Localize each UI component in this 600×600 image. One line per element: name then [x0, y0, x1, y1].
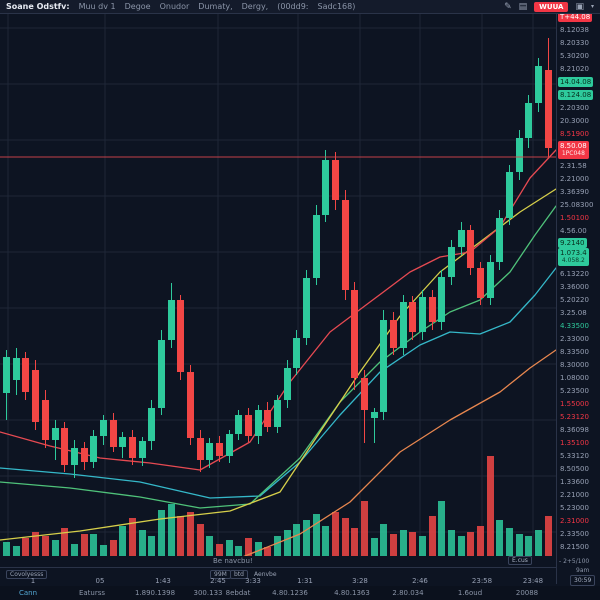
current-price-badge: 1.073.4 4.058.2: [558, 248, 589, 266]
toolbar-item[interactable]: (00dd9:: [277, 2, 309, 11]
chart-canvas[interactable]: [0, 0, 556, 556]
price-label: 8.21500: [560, 543, 589, 551]
status-item: 4.80.1363: [334, 589, 370, 597]
price-axis[interactable]: T+44.08 8.12038 8.20330 5.30200 8.21020 14.04…: [556, 12, 600, 584]
price-label: 5.23120: [560, 413, 589, 421]
price-label: 1.55000: [560, 400, 589, 408]
price-label: 4.56.00: [560, 227, 587, 235]
price-label: 2.31.58: [560, 162, 587, 170]
price-label: 2.31000: [560, 517, 589, 525]
status-item: 1.890.1398: [134, 589, 176, 597]
ampm-label: 9am: [576, 567, 590, 574]
price-label: 1.08000: [560, 374, 589, 382]
status-link[interactable]: Cann: [18, 589, 38, 597]
price-label: 5.30200: [560, 52, 589, 60]
hint-row: Be navcbu! E.cus: [0, 556, 556, 567]
time-tick: 23:58: [471, 577, 493, 585]
price-label: 8.30000: [560, 361, 589, 369]
time-tick: 1:31: [297, 577, 313, 585]
price-label: 2.21000: [560, 175, 589, 183]
price-label: 4.33500: [560, 322, 589, 330]
price-label: 1.35100: [560, 439, 589, 447]
price-label: 8.20330: [560, 39, 589, 47]
toolbar-item[interactable]: Sadc168): [317, 2, 356, 11]
hint-label: Be navcbu!: [213, 557, 253, 565]
toolbar-item[interactable]: Onudor: [159, 2, 190, 11]
ecus-button[interactable]: E.cus: [508, 556, 532, 565]
price-label: 20.3000: [560, 117, 589, 125]
candlestick-series: [3, 38, 552, 478]
status-item: 20088: [515, 589, 539, 597]
status-item: 4.80.1236: [272, 589, 308, 597]
time-tick: 05: [95, 577, 105, 585]
symbol-label[interactable]: Soane Odstfv:: [6, 2, 70, 11]
price-label: 25.08300: [560, 201, 594, 209]
ma-lines: [0, 149, 556, 556]
price-label: 1.33600: [560, 478, 589, 486]
price-label: 2.33000: [560, 335, 589, 343]
time-tick: 1:43: [155, 577, 171, 585]
price-badge-green: 8.124.08: [558, 90, 594, 100]
price-label: 8.33500: [560, 348, 589, 356]
interval-button-aenvbe[interactable]: Aenvbe: [254, 571, 277, 578]
time-tick: 3:28: [352, 577, 368, 585]
clock[interactable]: 30:59: [570, 575, 596, 586]
time-tick: 23:48: [522, 577, 544, 585]
status-bar: Cann Eaturss 1.890.1398 300.133 8ebdat 4.80.1…: [0, 586, 600, 600]
price-label: 6.13220: [560, 270, 589, 278]
price-label: 5.23000: [560, 504, 589, 512]
notebook-icon[interactable]: ▤: [518, 1, 528, 12]
price-axis-footer: - 2+5/100 9am 30:59: [556, 556, 600, 600]
scale-note: - 2+5/100: [559, 558, 590, 565]
record-badge[interactable]: WUUA: [534, 1, 569, 12]
price-label: 8.50500: [560, 465, 589, 473]
top-toolbar: Soane Odstfv: Muu dv 1 Degoe Onudor Dumaty, D…: [0, 0, 600, 14]
price-label: 5.23500: [560, 387, 589, 395]
status-item: 8ebdat: [225, 589, 251, 597]
price-label: 3.36000: [560, 283, 589, 291]
price-label: 1.50100: [560, 214, 589, 222]
range-button[interactable]: Covolyesss: [6, 570, 48, 579]
volume-series: [3, 456, 552, 556]
price-label: 2.33500: [560, 530, 589, 538]
status-item: 2.80.034: [392, 589, 424, 597]
price-label: 8.12038: [560, 26, 589, 34]
price-label: 8.51900: [560, 130, 589, 138]
price-label: 5.20220: [560, 296, 589, 304]
price-badge-green: 14.04.08: [558, 77, 594, 87]
toolbar-item[interactable]: Muu dv 1: [78, 2, 116, 11]
price-label: 5.33120: [560, 452, 589, 460]
price-label: 3.25.08: [560, 309, 587, 317]
interval-button-btd[interactable]: btd: [230, 570, 248, 579]
toolbar-item[interactable]: Dergy,: [241, 2, 269, 11]
pencil-icon[interactable]: ✎: [504, 1, 512, 12]
grid-lines: [0, 14, 556, 556]
price-label: 2.20300: [560, 104, 589, 112]
price-label: 2.21000: [560, 491, 589, 499]
time-tick: 3:33: [245, 577, 261, 585]
price-label: 3.36390: [560, 188, 589, 196]
price-badge-red-twoline: 8.50.08 1PC048: [558, 141, 589, 159]
price-label: 8.21020: [560, 65, 589, 73]
status-item: Eaturss: [78, 589, 106, 597]
time-tick: 1: [30, 577, 36, 585]
time-tick: 2:46: [412, 577, 428, 585]
toolbar-item[interactable]: Dumaty,: [198, 2, 233, 11]
price-badge-red: T+44.08: [558, 12, 593, 22]
toolbar-item[interactable]: Degoe: [124, 2, 151, 11]
time-tick: 2:45: [210, 577, 226, 585]
status-item: 1.6oud: [457, 589, 483, 597]
price-badge-green: 9.2140: [558, 238, 587, 248]
price-label: 8.36098: [560, 426, 589, 434]
toolbar-right-group: ✎ ▤ WUUA ▣ ▾: [504, 1, 594, 12]
chevron-down-icon[interactable]: ▾: [590, 2, 594, 10]
monitor-icon[interactable]: ▣: [575, 1, 584, 12]
status-item: 300.133: [193, 589, 223, 597]
time-axis[interactable]: Covolyesss 99M btd Aenvbe 1 05 1:43 2:45 3:33 1:…: [0, 567, 556, 587]
